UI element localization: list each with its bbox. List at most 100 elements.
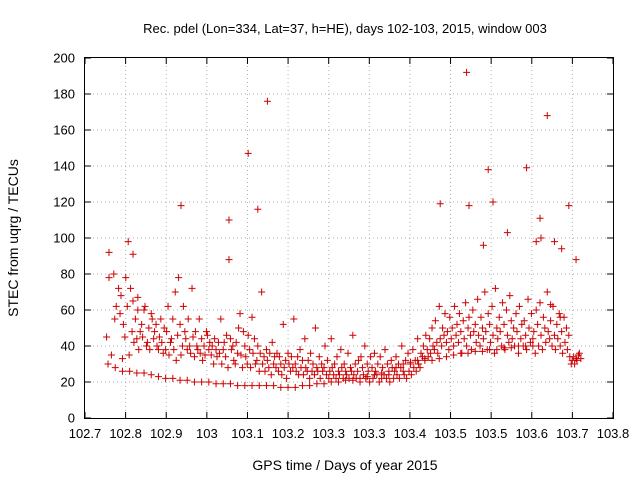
data-point <box>454 338 462 346</box>
data-point <box>522 331 530 339</box>
data-point <box>292 367 300 375</box>
data-point <box>525 324 533 332</box>
data-point <box>266 349 274 357</box>
data-point <box>263 97 271 105</box>
data-point <box>438 342 446 350</box>
data-point <box>270 382 278 390</box>
data-point <box>381 346 389 354</box>
data-point <box>513 328 521 336</box>
data-point <box>256 349 264 357</box>
data-point <box>441 310 449 318</box>
data-point <box>493 346 501 354</box>
data-point <box>500 320 508 328</box>
data-point <box>340 360 348 368</box>
data-point <box>550 331 558 339</box>
data-point <box>274 367 282 375</box>
data-point <box>153 342 161 350</box>
data-point <box>486 320 494 328</box>
points-layer <box>103 68 585 391</box>
data-point <box>263 356 271 364</box>
data-point <box>183 376 191 384</box>
data-point <box>320 364 328 372</box>
data-point <box>577 355 585 363</box>
data-point <box>306 374 314 382</box>
data-point <box>359 371 367 379</box>
data-point <box>482 328 490 336</box>
data-point <box>188 284 196 292</box>
data-point <box>484 310 492 318</box>
data-point <box>275 353 283 361</box>
data-point <box>208 342 216 350</box>
data-point <box>551 346 559 354</box>
data-point <box>162 346 170 354</box>
y-tick-label: 80 <box>61 267 75 282</box>
data-point <box>262 346 270 354</box>
data-point <box>223 331 231 339</box>
data-point <box>447 335 455 343</box>
data-point <box>450 351 458 359</box>
data-point <box>179 302 187 310</box>
data-point <box>467 346 475 354</box>
data-point <box>253 356 261 364</box>
data-point <box>392 353 400 361</box>
data-point <box>262 382 270 390</box>
data-point <box>320 380 328 388</box>
data-point <box>290 315 298 323</box>
data-point <box>186 342 194 350</box>
data-point <box>486 346 494 354</box>
data-point <box>496 328 504 336</box>
data-point <box>304 356 312 364</box>
x-tick-label: 103.3 <box>312 426 345 441</box>
data-point <box>349 376 357 384</box>
data-point <box>547 301 555 309</box>
data-point <box>142 342 150 350</box>
data-point <box>503 331 511 339</box>
data-point <box>542 338 550 346</box>
data-point <box>490 349 498 357</box>
data-point <box>463 342 471 350</box>
data-point <box>115 284 123 292</box>
data-point <box>415 360 423 368</box>
data-point <box>457 349 465 357</box>
data-point <box>536 214 544 222</box>
data-point <box>421 355 429 363</box>
data-point <box>244 331 252 339</box>
data-point <box>151 328 159 336</box>
data-point <box>345 374 353 382</box>
data-point <box>110 270 118 278</box>
data-point <box>464 324 472 332</box>
data-point <box>455 310 463 318</box>
data-point <box>349 331 357 339</box>
data-point <box>213 353 221 361</box>
data-point <box>436 200 444 208</box>
data-point <box>298 382 306 390</box>
data-point <box>130 338 138 346</box>
data-point <box>319 367 327 375</box>
data-point <box>135 346 143 354</box>
data-point <box>436 335 444 343</box>
data-point <box>375 378 383 386</box>
data-point <box>224 364 232 372</box>
data-point <box>491 284 499 292</box>
data-point <box>118 355 126 363</box>
data-point <box>529 342 537 350</box>
data-point <box>488 302 496 310</box>
data-point <box>405 367 413 375</box>
data-point <box>231 360 239 368</box>
data-point <box>242 353 250 361</box>
data-point <box>306 382 314 390</box>
data-point <box>146 346 154 354</box>
data-point <box>212 346 220 354</box>
data-point <box>543 288 551 296</box>
data-point <box>313 364 321 372</box>
data-point <box>440 331 448 339</box>
data-point <box>574 351 582 359</box>
y-tick-label: 100 <box>53 231 75 246</box>
data-point <box>291 360 299 368</box>
data-point <box>104 360 112 368</box>
data-point <box>571 360 579 368</box>
data-point <box>481 288 489 296</box>
data-point <box>446 313 454 321</box>
data-point <box>520 317 528 325</box>
data-point <box>387 356 395 364</box>
